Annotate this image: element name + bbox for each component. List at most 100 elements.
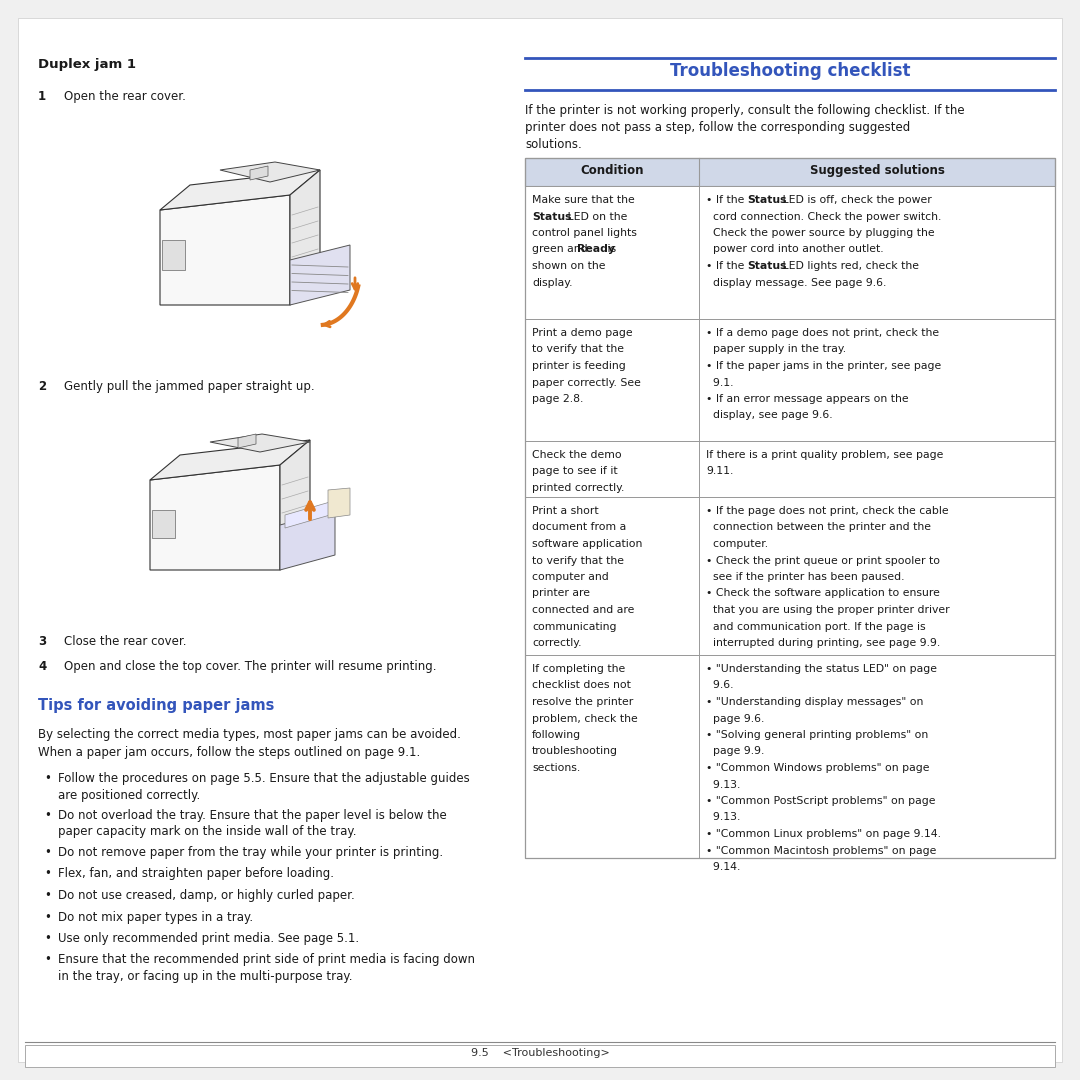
Text: Print a short: Print a short — [532, 507, 598, 516]
Text: • "Common Windows problems" on page: • "Common Windows problems" on page — [706, 762, 930, 773]
Text: 4: 4 — [38, 660, 46, 673]
Text: shown on the: shown on the — [532, 261, 606, 271]
Text: following: following — [532, 730, 581, 740]
Polygon shape — [150, 465, 280, 570]
Text: Gently pull the jammed paper straight up.: Gently pull the jammed paper straight up… — [64, 380, 314, 393]
Text: that you are using the proper printer driver: that you are using the proper printer dr… — [706, 605, 949, 615]
Text: interrupted during printing, see page 9.9.: interrupted during printing, see page 9.… — [706, 638, 941, 648]
Text: If completing the: If completing the — [532, 664, 625, 674]
Text: LED lights red, check the: LED lights red, check the — [779, 261, 919, 271]
Text: Close the rear cover.: Close the rear cover. — [64, 635, 187, 648]
Text: •: • — [44, 846, 51, 859]
Text: Troubleshooting checklist: Troubleshooting checklist — [670, 62, 910, 80]
Text: • If an error message appears on the: • If an error message appears on the — [706, 394, 908, 404]
Text: Follow the procedures on page 5.5. Ensure that the adjustable guides: Follow the procedures on page 5.5. Ensur… — [58, 772, 470, 785]
Text: • "Common PostScript problems" on page: • "Common PostScript problems" on page — [706, 796, 935, 806]
Text: paper capacity mark on the inside wall of the tray.: paper capacity mark on the inside wall o… — [58, 825, 356, 838]
Text: computer and: computer and — [532, 572, 609, 582]
Polygon shape — [150, 440, 310, 480]
Text: Do not mix paper types in a tray.: Do not mix paper types in a tray. — [58, 910, 253, 923]
Text: If the printer is not working properly, consult the following checklist. If the: If the printer is not working properly, … — [525, 104, 964, 117]
Text: display message. See page 9.6.: display message. See page 9.6. — [706, 278, 887, 287]
Text: •: • — [44, 809, 51, 822]
Polygon shape — [210, 434, 310, 453]
Text: page 9.9.: page 9.9. — [706, 746, 765, 756]
Text: power cord into another outlet.: power cord into another outlet. — [706, 244, 883, 255]
Text: Use only recommended print media. See page 5.1.: Use only recommended print media. See pa… — [58, 932, 360, 945]
Text: When a paper jam occurs, follow the steps outlined on page 9.1.: When a paper jam occurs, follow the step… — [38, 746, 420, 759]
Text: Duplex jam 1: Duplex jam 1 — [38, 58, 136, 71]
Text: page to see if it: page to see if it — [532, 467, 618, 476]
Text: paper correctly. See: paper correctly. See — [532, 378, 640, 388]
Text: printer does not pass a step, follow the corresponding suggested: printer does not pass a step, follow the… — [525, 121, 910, 134]
Text: Do not overload the tray. Ensure that the paper level is below the: Do not overload the tray. Ensure that th… — [58, 809, 447, 822]
Text: LED on the: LED on the — [564, 212, 627, 221]
Bar — [25, 1045, 1055, 1067]
Text: and communication port. If the page is: and communication port. If the page is — [706, 621, 926, 632]
Text: •: • — [44, 910, 51, 923]
Text: 9.13.: 9.13. — [706, 812, 741, 823]
Text: communicating: communicating — [532, 621, 617, 632]
Polygon shape — [280, 510, 335, 570]
Text: 1: 1 — [38, 90, 46, 103]
Text: • If the page does not print, check the cable: • If the page does not print, check the … — [706, 507, 948, 516]
Text: are positioned correctly.: are positioned correctly. — [58, 788, 200, 801]
Text: •: • — [44, 772, 51, 785]
Text: • If the: • If the — [706, 195, 747, 205]
Text: Condition: Condition — [580, 164, 644, 177]
Text: correctly.: correctly. — [532, 638, 581, 648]
Text: • If a demo page does not print, check the: • If a demo page does not print, check t… — [706, 328, 940, 338]
Bar — [525, 158, 1055, 858]
Polygon shape — [291, 245, 350, 305]
Polygon shape — [152, 510, 175, 538]
Text: Ensure that the recommended print side of print media is facing down: Ensure that the recommended print side o… — [58, 954, 475, 967]
Text: green and: green and — [532, 244, 591, 255]
Bar — [525, 654, 1055, 858]
Polygon shape — [249, 166, 268, 180]
Polygon shape — [162, 240, 185, 270]
Text: • "Common Macintosh problems" on page: • "Common Macintosh problems" on page — [706, 846, 936, 855]
Polygon shape — [280, 440, 310, 570]
Polygon shape — [220, 162, 320, 183]
Text: • "Common Linux problems" on page 9.14.: • "Common Linux problems" on page 9.14. — [706, 829, 941, 839]
Text: LED is off, check the power: LED is off, check the power — [779, 195, 931, 205]
Text: Do not remove paper from the tray while your printer is printing.: Do not remove paper from the tray while … — [58, 846, 443, 859]
Text: Ready: Ready — [578, 244, 616, 255]
Text: • Check the software application to ensure: • Check the software application to ensu… — [706, 589, 940, 598]
Text: Suggested solutions: Suggested solutions — [810, 164, 944, 177]
Text: • "Solving general printing problems" on: • "Solving general printing problems" on — [706, 730, 928, 740]
Text: sections.: sections. — [532, 762, 580, 773]
Text: Make sure that the: Make sure that the — [532, 195, 635, 205]
Text: 9.5    <Troubleshooting>: 9.5 <Troubleshooting> — [471, 1048, 609, 1058]
Polygon shape — [291, 170, 320, 305]
Text: in the tray, or facing up in the multi-purpose tray.: in the tray, or facing up in the multi-p… — [58, 970, 352, 983]
Text: Check the power source by plugging the: Check the power source by plugging the — [706, 228, 934, 238]
Text: 9.13.: 9.13. — [706, 780, 741, 789]
Text: to verify that the: to verify that the — [532, 555, 624, 566]
Text: display, see page 9.6.: display, see page 9.6. — [706, 410, 833, 420]
Text: 9.14.: 9.14. — [706, 862, 741, 872]
Text: troubleshooting: troubleshooting — [532, 746, 618, 756]
Text: 3: 3 — [38, 635, 46, 648]
Text: connected and are: connected and are — [532, 605, 634, 615]
Text: display.: display. — [532, 278, 572, 287]
Text: solutions.: solutions. — [525, 138, 582, 151]
Text: Status: Status — [747, 261, 786, 271]
Text: •: • — [44, 889, 51, 902]
Text: document from a: document from a — [532, 523, 626, 532]
Text: paper supply in the tray.: paper supply in the tray. — [706, 345, 846, 354]
Text: problem, check the: problem, check the — [532, 714, 638, 724]
Text: • "Understanding the status LED" on page: • "Understanding the status LED" on page — [706, 664, 937, 674]
Text: page 9.6.: page 9.6. — [706, 714, 765, 724]
Text: • Check the print queue or print spooler to: • Check the print queue or print spooler… — [706, 555, 940, 566]
Text: is: is — [604, 244, 616, 255]
Text: Open the rear cover.: Open the rear cover. — [64, 90, 186, 103]
Text: to verify that the: to verify that the — [532, 345, 624, 354]
Text: If there is a print quality problem, see page: If there is a print quality problem, see… — [706, 450, 943, 460]
Text: •: • — [44, 932, 51, 945]
Text: 2: 2 — [38, 380, 46, 393]
Text: printed correctly.: printed correctly. — [532, 483, 624, 492]
Text: •: • — [44, 954, 51, 967]
Text: Flex, fan, and straighten paper before loading.: Flex, fan, and straighten paper before l… — [58, 867, 334, 880]
Bar — [525, 441, 1055, 497]
